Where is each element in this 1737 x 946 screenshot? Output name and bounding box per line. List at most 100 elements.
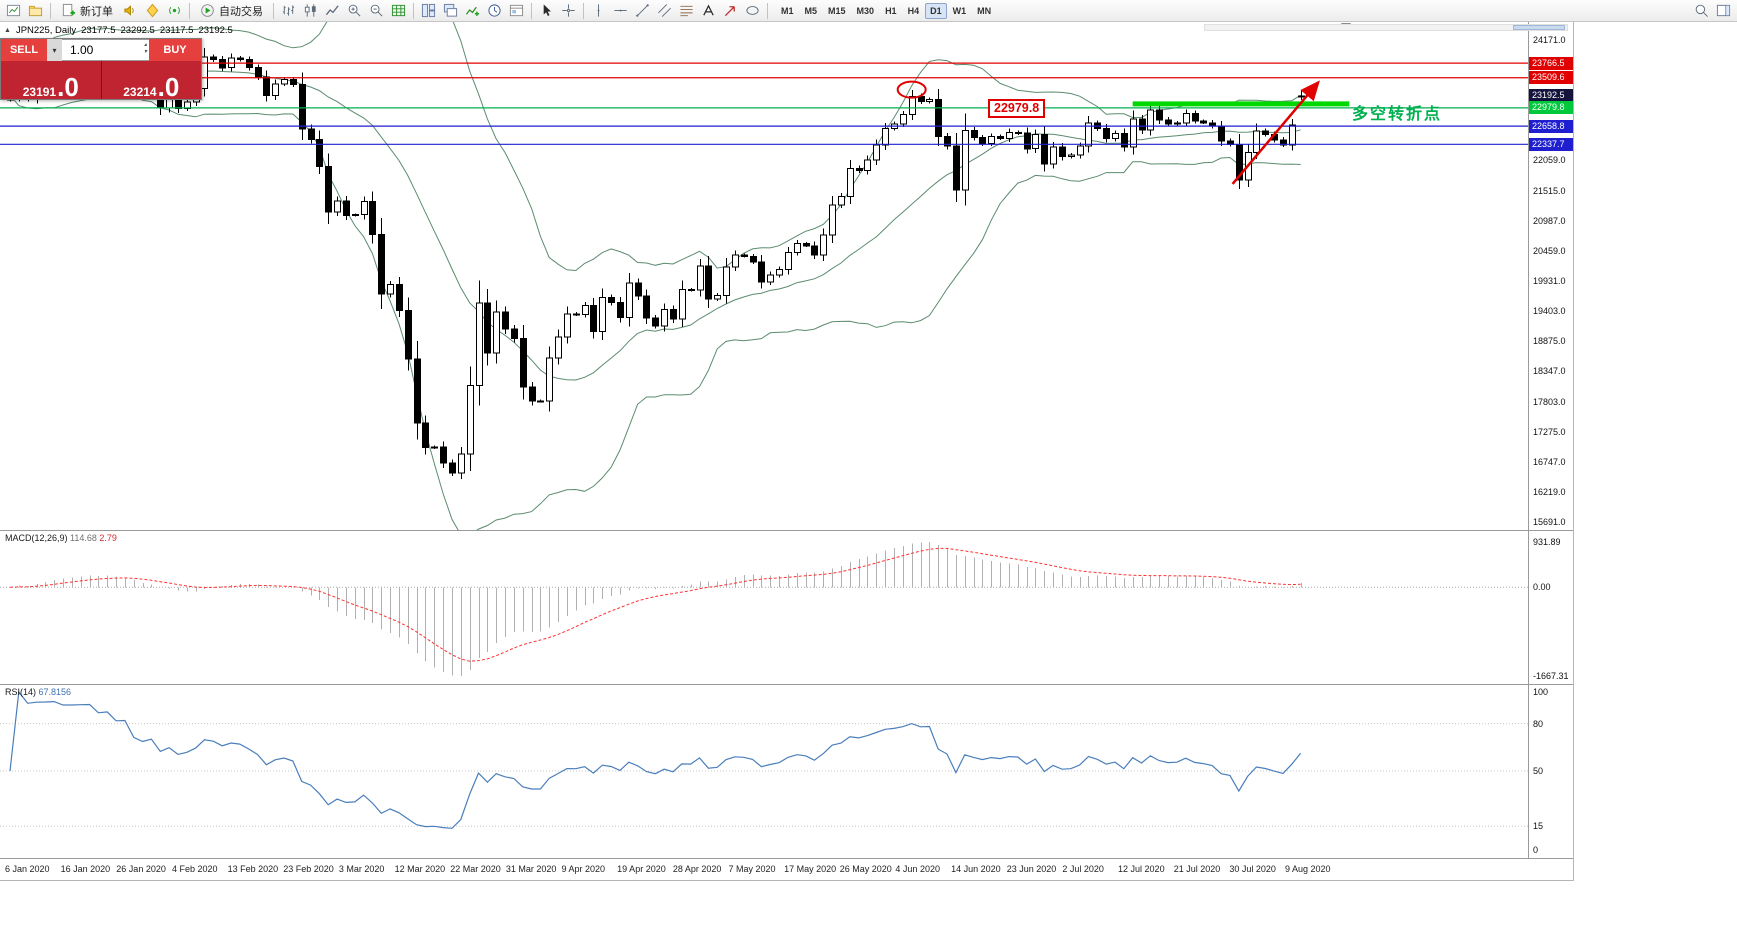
- metaeditor-button[interactable]: [142, 1, 163, 20]
- periods-icon: [488, 4, 501, 17]
- date-label: 31 Mar 2020: [505, 864, 557, 874]
- toolbar-separator: [767, 2, 768, 19]
- rsi-panel-separator[interactable]: [0, 684, 1573, 685]
- stepper-down-icon[interactable]: ▾: [143, 49, 147, 56]
- volume-stepper[interactable]: ▴ ▾: [144, 42, 147, 56]
- sell-price[interactable]: 23191.0: [1, 72, 101, 102]
- date-label: 26 Jan 2020: [116, 864, 166, 874]
- rsi-panel[interactable]: [0, 684, 1528, 858]
- tile-windows-icon: [421, 3, 436, 18]
- zoom-out-button[interactable]: [366, 1, 387, 20]
- rsi-axis-label-100: 100: [1533, 687, 1549, 697]
- panel-toggle-button[interactable]: [1713, 1, 1734, 20]
- price-axis-label: 17275.0: [1533, 426, 1566, 437]
- scrollbar-thumb[interactable]: [1513, 25, 1565, 30]
- timeframe-mn[interactable]: MN: [972, 3, 996, 19]
- one-click-trade-panel: SELL ▾ 1.00 ▴ ▾ BUY 23191.0 23214.0: [0, 38, 202, 100]
- buy-price[interactable]: 23214.0: [102, 74, 202, 100]
- buy-button[interactable]: BUY: [149, 39, 201, 61]
- autotrading-button[interactable]: 自动交易: [194, 1, 269, 20]
- trendline-button[interactable]: [632, 1, 653, 20]
- date-label: 23 Jun 2020: [1006, 864, 1057, 874]
- timeframe-h1[interactable]: H1: [880, 3, 902, 19]
- text-label-icon: [703, 4, 714, 16]
- channel-icon: [658, 4, 671, 17]
- crosshair-button[interactable]: [558, 1, 579, 20]
- date-label: 12 Jul 2020: [1118, 864, 1165, 874]
- new-order-icon: [62, 3, 76, 17]
- chart-info-expander[interactable]: ▲: [4, 27, 11, 34]
- chart-hscrollbar[interactable]: [1204, 24, 1568, 31]
- bar-chart-button[interactable]: [278, 1, 299, 20]
- rsi-axis-label-80: 80: [1533, 718, 1544, 729]
- signal-button[interactable]: [164, 1, 185, 20]
- autotrading-button-label: 自动交易: [219, 5, 263, 18]
- main-chart-canvas[interactable]: [0, 22, 1528, 530]
- cursor-button[interactable]: [536, 1, 557, 20]
- date-label: 22 Mar 2020: [450, 864, 501, 874]
- shapes-button[interactable]: [742, 1, 763, 20]
- volume-input[interactable]: 1.00 ▴ ▾: [62, 39, 149, 61]
- candlestick-series: [7, 40, 1305, 480]
- fibonacci-icon: [680, 5, 693, 17]
- stepper-up-icon[interactable]: ▴: [143, 42, 147, 48]
- macd-panel[interactable]: [0, 530, 1528, 684]
- peak-circle-annotation[interactable]: [896, 80, 927, 99]
- sell-button[interactable]: SELL: [1, 39, 47, 61]
- channel-button[interactable]: [654, 1, 675, 20]
- time-axis[interactable]: 6 Jan 2020 16 Jan 2020 26 Jan 2020 4 Feb 20…: [0, 858, 1573, 880]
- candlestick-chart-icon: [304, 4, 316, 17]
- tile-windows-button[interactable]: [418, 1, 439, 20]
- zoom-in-button[interactable]: [344, 1, 365, 20]
- price-axis-label: 18347.0: [1533, 366, 1566, 377]
- sounds-button[interactable]: [120, 1, 141, 20]
- sell-price-big: .0: [57, 72, 79, 102]
- cursor-icon: [543, 4, 551, 16]
- price-axis-label: 16219.0: [1533, 486, 1566, 497]
- date-label: 30 Jul 2020: [1229, 864, 1276, 874]
- search-button[interactable]: [1691, 1, 1712, 20]
- price-axis[interactable]: 24171.0 22059.0 21515.0 20987.0 20459.0 19931…: [1528, 22, 1573, 880]
- shapes-icon: [746, 6, 759, 15]
- trade-panel-controls: SELL ▾ 1.00 ▴ ▾ BUY: [1, 39, 201, 61]
- sell-price-main: 23191: [22, 85, 57, 99]
- pivot-text-annotation[interactable]: 多空转折点: [1352, 106, 1443, 123]
- price-level-flag[interactable]: 22979.8: [988, 99, 1046, 118]
- zoom-out-icon: [370, 4, 383, 17]
- fibonacci-button[interactable]: [676, 1, 697, 20]
- macd-signal-value: 2.79: [99, 533, 117, 543]
- horizontal-line-button[interactable]: [610, 1, 631, 20]
- arrows-button[interactable]: [720, 1, 741, 20]
- new-order-button[interactable]: 新订单: [55, 1, 119, 20]
- date-label: 6 Jan 2020: [5, 864, 50, 874]
- timeframe-m15[interactable]: M15: [823, 3, 851, 19]
- templates-button[interactable]: [506, 1, 527, 20]
- indicators-button[interactable]: [462, 1, 483, 20]
- price-tag-23192.5: 23192.5: [1529, 89, 1573, 103]
- timeframe-w1[interactable]: W1: [948, 3, 972, 19]
- panel-toggle-icon: [1716, 4, 1731, 17]
- new-chart-button[interactable]: [3, 1, 24, 20]
- timeframe-m30[interactable]: M30: [852, 3, 880, 19]
- macd-title: MACD(12,26,9): [5, 533, 68, 543]
- timeframe-m5[interactable]: M5: [800, 3, 823, 19]
- timeframe-switcher: M1 M5 M15 M30 H1 H4 D1 W1 MN: [776, 2, 996, 19]
- macd-panel-separator[interactable]: [0, 530, 1573, 531]
- line-chart-button[interactable]: [322, 1, 343, 20]
- chart-area[interactable]: SELL ▾ 1.00 ▴ ▾ BUY 23191.0 23214.0 ▲: [0, 22, 1574, 881]
- order-options-dropdown[interactable]: ▾: [47, 39, 62, 61]
- grid-button[interactable]: [388, 1, 409, 20]
- vertical-line-button[interactable]: [588, 1, 609, 20]
- text-label-button[interactable]: [698, 1, 719, 20]
- timeframe-m1[interactable]: M1: [776, 3, 799, 19]
- profiles-button[interactable]: [25, 1, 46, 20]
- date-label: 26 May 2020: [839, 864, 892, 874]
- candlestick-chart-button[interactable]: [300, 1, 321, 20]
- timeframe-h4[interactable]: H4: [903, 3, 925, 19]
- bollinger-lower-band: [9, 92, 1301, 530]
- periods-button[interactable]: [484, 1, 505, 20]
- cascade-windows-button[interactable]: [440, 1, 461, 20]
- timeframe-d1[interactable]: D1: [925, 2, 947, 19]
- trend-arrow-annotation[interactable]: [1231, 80, 1320, 185]
